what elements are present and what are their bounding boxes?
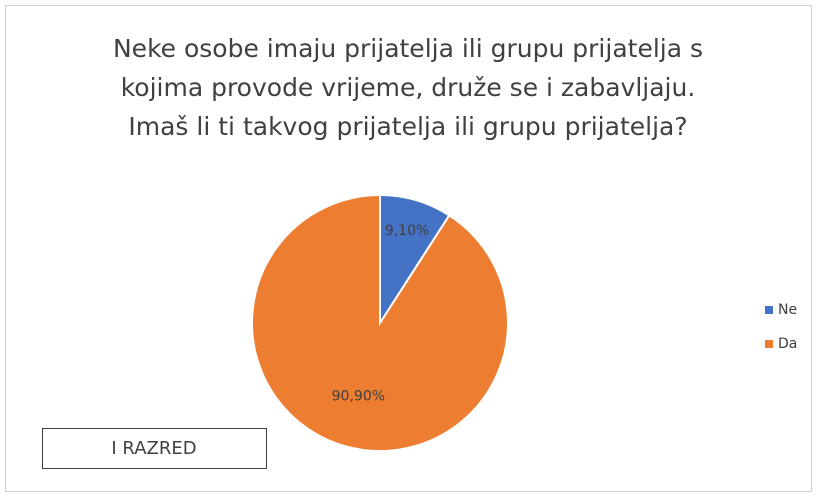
legend-label: Da [778, 336, 797, 352]
chart-title: Imaš li ti takvog prijatelja ili grupu p… [128, 112, 687, 141]
legend-label: Ne [778, 302, 797, 318]
chart-title: kojima provode vrijeme, druže se i zabav… [121, 73, 696, 102]
pie-slice [251, 193, 509, 452]
annotation-box [42, 428, 267, 469]
legend-swatch [765, 306, 773, 314]
annotation: I RAZRED [111, 438, 196, 459]
chart-title: Neke osobe imaju prijatelja ili grupu pr… [113, 34, 703, 63]
data-label: 9,10% [385, 223, 429, 239]
legend-swatch [765, 340, 773, 348]
data-label: 90,90% [332, 389, 385, 405]
